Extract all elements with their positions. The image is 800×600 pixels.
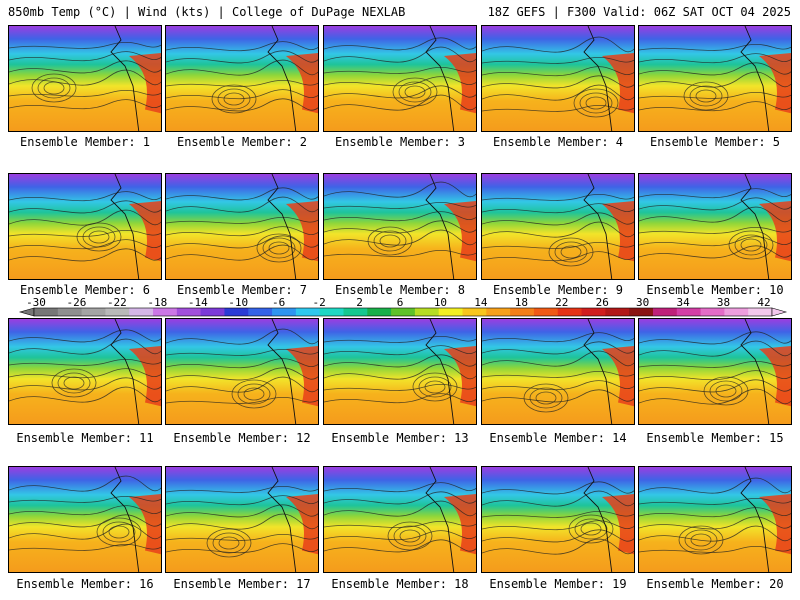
colorbar-tick-label: -22 (106, 296, 127, 309)
ensemble-member-map (8, 318, 162, 425)
colorbar-tick-label: 10 (433, 296, 448, 309)
colorbar-segment (533, 308, 559, 316)
ensemble-member-map (481, 318, 635, 425)
colorbar-tick-label: 22 (555, 296, 569, 309)
ensemble-member-map (165, 466, 319, 573)
colorbar-segment (510, 308, 535, 316)
colorbar-segment (557, 308, 583, 316)
colorbar-segment (319, 308, 344, 316)
colorbar-segment (129, 308, 154, 316)
colorbar-tick-label: 6 (396, 296, 404, 309)
ensemble-member-label: Ensemble Member: 18 (331, 577, 469, 591)
colorbar-segment (438, 308, 464, 316)
temperature-colorbar (18, 307, 788, 317)
colorbar-segment (272, 308, 297, 316)
colorbar-segment (367, 308, 392, 316)
ensemble-member-map (323, 25, 477, 132)
model-run-info: 18Z GEFS | F300 Valid: 06Z SAT OCT 04 20… (487, 5, 791, 19)
ensemble-member-map (165, 25, 319, 132)
ensemble-member-label: Ensemble Member: 13 (331, 431, 469, 445)
ensemble-member-label: Ensemble Member: 1 (19, 135, 151, 149)
colorbar-segment (748, 308, 773, 316)
ensemble-member-map (323, 466, 477, 573)
colorbar-tick-label: 18 (514, 296, 528, 309)
colorbar-segment (153, 308, 178, 316)
colorbar-segment (57, 308, 83, 316)
colorbar-segment (629, 308, 654, 316)
ensemble-member-label: Ensemble Member: 5 (649, 135, 781, 149)
ensemble-member-map (638, 173, 792, 280)
colorbar-segment (486, 308, 511, 316)
ensemble-member-label: Ensemble Member: 3 (334, 135, 466, 149)
colorbar-segment (224, 308, 249, 316)
ensemble-member-map (165, 318, 319, 425)
colorbar-segment (105, 308, 130, 316)
ensemble-member-map (8, 466, 162, 573)
colorbar-segment (200, 308, 225, 316)
ensemble-member-map (481, 173, 635, 280)
colorbar-tick-label: -6 (272, 296, 286, 309)
ensemble-member-label: Ensemble Member: 12 (173, 431, 311, 445)
colorbar-segment (462, 308, 487, 316)
ensemble-member-label: Ensemble Member: 19 (489, 577, 627, 591)
colorbar-tick-label: 42 (757, 296, 771, 309)
colorbar-tick-label: 14 (474, 296, 488, 309)
ensemble-member-label: Ensemble Member: 2 (176, 135, 308, 149)
colorbar-tick-label: 38 (716, 296, 731, 309)
colorbar-tick-label: 2 (356, 296, 363, 309)
ensemble-member-label: Ensemble Member: 8 (334, 283, 466, 297)
colorbar-segment (414, 308, 440, 316)
ensemble-member-label: Ensemble Member: 17 (173, 577, 311, 591)
colorbar-segment (652, 308, 678, 316)
ensemble-member-map (323, 318, 477, 425)
colorbar-tick-label: -30 (26, 296, 46, 309)
map-title: 850mb Temp (°C) | Wind (kts) | College o… (8, 5, 406, 19)
colorbar-tick-label: -18 (147, 296, 168, 309)
colorbar-segment (176, 308, 202, 316)
ensemble-member-label: Ensemble Member: 6 (19, 283, 151, 297)
ensemble-member-label: Ensemble Member: 4 (492, 135, 624, 149)
ensemble-member-label: Ensemble Member: 11 (16, 431, 154, 445)
ensemble-member-label: Ensemble Member: 9 (492, 283, 624, 297)
colorbar-segment (676, 308, 702, 316)
colorbar-tick-label: -14 (187, 296, 208, 309)
colorbar-segment (248, 308, 273, 316)
colorbar-segment (581, 308, 606, 316)
ensemble-member-label: Ensemble Member: 16 (16, 577, 154, 591)
ensemble-member-label: Ensemble Member: 15 (646, 431, 784, 445)
colorbar-tick-label: 30 (636, 296, 650, 309)
colorbar-segment (81, 308, 106, 316)
colorbar-segment (724, 308, 749, 316)
colorbar-segment (34, 308, 59, 316)
colorbar-segment (295, 308, 321, 316)
ensemble-member-map (638, 318, 792, 425)
ensemble-member-map (8, 25, 162, 132)
ensemble-member-label: Ensemble Member: 10 (646, 283, 784, 297)
ensemble-member-map (481, 25, 635, 132)
ensemble-member-map (638, 25, 792, 132)
ensemble-member-map (638, 466, 792, 573)
colorbar-segment (343, 308, 368, 316)
colorbar-tick-label: 26 (595, 296, 609, 309)
colorbar-tick-label: 34 (676, 296, 690, 309)
ensemble-member-label: Ensemble Member: 20 (646, 577, 784, 591)
colorbar-tick-label: -26 (66, 296, 87, 309)
ensemble-member-map (323, 173, 477, 280)
colorbar-tick-label: -2 (312, 296, 326, 309)
ensemble-member-map (165, 173, 319, 280)
ensemble-member-map (8, 173, 162, 280)
colorbar-segment (391, 308, 416, 316)
ensemble-member-map (481, 466, 635, 573)
ensemble-member-label: Ensemble Member: 14 (489, 431, 627, 445)
colorbar-tick-label: -10 (228, 296, 249, 309)
ensemble-member-label: Ensemble Member: 7 (176, 283, 308, 297)
colorbar-segment (605, 308, 630, 316)
colorbar-segment (700, 308, 725, 316)
